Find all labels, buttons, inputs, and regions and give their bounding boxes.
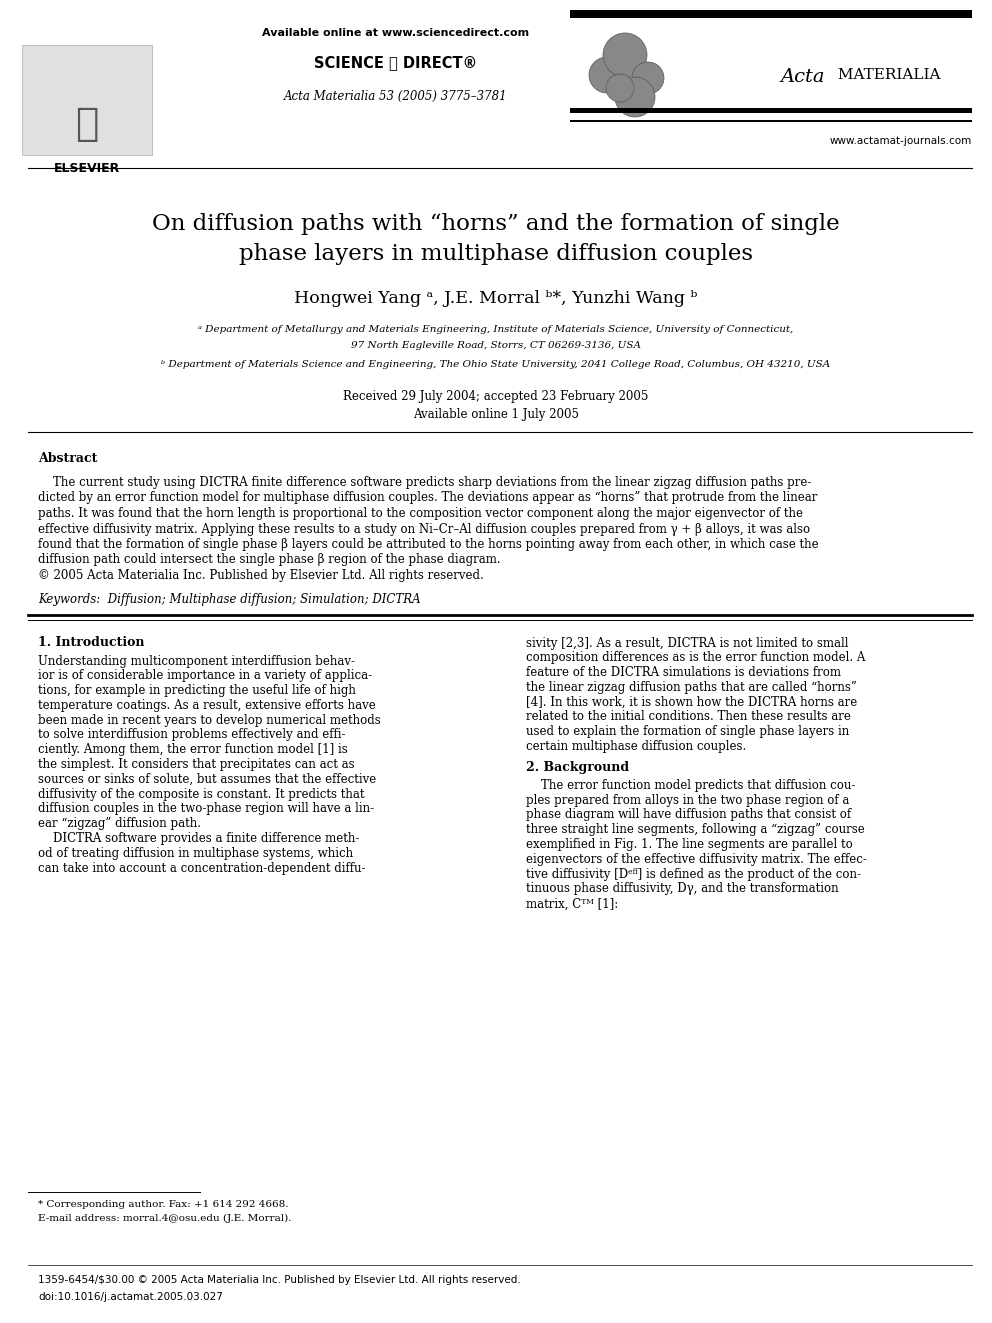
Text: eigenvectors of the effective diffusivity matrix. The effec-: eigenvectors of the effective diffusivit… — [526, 853, 867, 865]
Text: matrix, Cᵀᴹ [1]:: matrix, Cᵀᴹ [1]: — [526, 897, 618, 910]
Text: © 2005 Acta Materialia Inc. Published by Elsevier Ltd. All rights reserved.: © 2005 Acta Materialia Inc. Published by… — [38, 569, 484, 582]
Text: DICTRA software provides a finite difference meth-: DICTRA software provides a finite differ… — [38, 832, 359, 845]
Text: 🌳: 🌳 — [75, 105, 98, 143]
Bar — [570, 120, 972, 122]
Text: effective diffusivity matrix. Applying these results to a study on Ni–Cr–Al diff: effective diffusivity matrix. Applying t… — [38, 523, 810, 536]
Text: tinuous phase diffusivity, Dγ, and the transformation: tinuous phase diffusivity, Dγ, and the t… — [526, 882, 838, 896]
Circle shape — [603, 33, 647, 77]
Circle shape — [589, 57, 625, 93]
Bar — [570, 108, 972, 112]
Text: paths. It was found that the horn length is proportional to the composition vect: paths. It was found that the horn length… — [38, 507, 803, 520]
Text: sivity [2,3]. As a result, DICTRA is not limited to small: sivity [2,3]. As a result, DICTRA is not… — [526, 636, 848, 650]
Text: ᵃ Department of Metallurgy and Materials Engineering, Institute of Materials Sci: ᵃ Department of Metallurgy and Materials… — [198, 325, 794, 333]
Text: od of treating diffusion in multiphase systems, which: od of treating diffusion in multiphase s… — [38, 847, 353, 860]
Text: ciently. Among them, the error function model [1] is: ciently. Among them, the error function … — [38, 744, 348, 757]
Text: 1. Introduction: 1. Introduction — [38, 636, 145, 650]
Text: Available online 1 July 2005: Available online 1 July 2005 — [413, 407, 579, 421]
Text: certain multiphase diffusion couples.: certain multiphase diffusion couples. — [526, 740, 746, 753]
Text: E-mail address: morral.4@osu.edu (J.E. Morral).: E-mail address: morral.4@osu.edu (J.E. M… — [38, 1215, 292, 1224]
Text: diffusion path could intersect the single phase β region of the phase diagram.: diffusion path could intersect the singl… — [38, 553, 501, 566]
Text: ear “zigzag” diffusion path.: ear “zigzag” diffusion path. — [38, 818, 201, 831]
Text: The error function model predicts that diffusion cou-: The error function model predicts that d… — [526, 779, 855, 792]
Text: Available online at www.sciencedirect.com: Available online at www.sciencedirect.co… — [263, 28, 530, 38]
Text: ELSEVIER: ELSEVIER — [54, 161, 120, 175]
Text: been made in recent years to develop numerical methods: been made in recent years to develop num… — [38, 713, 381, 726]
Text: phase layers in multiphase diffusion couples: phase layers in multiphase diffusion cou… — [239, 243, 753, 265]
Text: [4]. In this work, it is shown how the DICTRA horns are: [4]. In this work, it is shown how the D… — [526, 696, 857, 709]
Text: 97 North Eagleville Road, Storrs, CT 06269-3136, USA: 97 North Eagleville Road, Storrs, CT 062… — [351, 341, 641, 351]
Text: diffusivity of the composite is constant. It predicts that: diffusivity of the composite is constant… — [38, 787, 364, 800]
Circle shape — [615, 77, 655, 116]
Text: feature of the DICTRA simulations is deviations from: feature of the DICTRA simulations is dev… — [526, 665, 841, 679]
Text: composition differences as is the error function model. A: composition differences as is the error … — [526, 651, 865, 664]
Text: found that the formation of single phase β layers could be attributed to the hor: found that the formation of single phase… — [38, 538, 818, 550]
Text: Hongwei Yang ᵃ, J.E. Morral ᵇ*, Yunzhi Wang ᵇ: Hongwei Yang ᵃ, J.E. Morral ᵇ*, Yunzhi W… — [295, 290, 697, 307]
Bar — [22, 45, 152, 155]
Text: MATERIALIA: MATERIALIA — [833, 67, 940, 82]
Text: sources or sinks of solute, but assumes that the effective: sources or sinks of solute, but assumes … — [38, 773, 376, 786]
Circle shape — [606, 74, 634, 102]
Text: the simplest. It considers that precipitates can act as: the simplest. It considers that precipit… — [38, 758, 354, 771]
Text: the linear zigzag diffusion paths that are called “horns”: the linear zigzag diffusion paths that a… — [526, 681, 857, 693]
Text: phase diagram will have diffusion paths that consist of: phase diagram will have diffusion paths … — [526, 808, 851, 822]
Text: Acta Materialia 53 (2005) 3775–3781: Acta Materialia 53 (2005) 3775–3781 — [284, 90, 508, 103]
Bar — [570, 11, 972, 19]
Text: ior is of considerable importance in a variety of applica-: ior is of considerable importance in a v… — [38, 669, 372, 683]
Text: used to explain the formation of single phase layers in: used to explain the formation of single … — [526, 725, 849, 738]
Text: to solve interdiffusion problems effectively and effi-: to solve interdiffusion problems effecti… — [38, 729, 345, 741]
Text: tions, for example in predicting the useful life of high: tions, for example in predicting the use… — [38, 684, 356, 697]
Text: ᵇ Department of Materials Science and Engineering, The Ohio State University, 20: ᵇ Department of Materials Science and En… — [162, 360, 830, 369]
Text: On diffusion paths with “horns” and the formation of single: On diffusion paths with “horns” and the … — [152, 213, 840, 235]
Text: ples prepared from alloys in the two phase region of a: ples prepared from alloys in the two pha… — [526, 794, 849, 807]
Text: The current study using DICTRA finite difference software predicts sharp deviati: The current study using DICTRA finite di… — [38, 476, 811, 490]
Text: Acta: Acta — [780, 67, 824, 86]
Text: exemplified in Fig. 1. The line segments are parallel to: exemplified in Fig. 1. The line segments… — [526, 837, 853, 851]
Text: Keywords:  Diffusion; Multiphase diffusion; Simulation; DICTRA: Keywords: Diffusion; Multiphase diffusio… — [38, 593, 421, 606]
Text: related to the initial conditions. Then these results are: related to the initial conditions. Then … — [526, 710, 851, 724]
Text: 2. Background: 2. Background — [526, 761, 629, 774]
Text: can take into account a concentration-dependent diffu-: can take into account a concentration-de… — [38, 861, 365, 875]
Text: Received 29 July 2004; accepted 23 February 2005: Received 29 July 2004; accepted 23 Febru… — [343, 390, 649, 404]
Text: temperature coatings. As a result, extensive efforts have: temperature coatings. As a result, exten… — [38, 699, 376, 712]
Text: SCIENCE ⓓ DIRECT®: SCIENCE ⓓ DIRECT® — [314, 56, 477, 70]
Text: * Corresponding author. Fax: +1 614 292 4668.: * Corresponding author. Fax: +1 614 292 … — [38, 1200, 289, 1209]
Text: three straight line segments, following a “zigzag” course: three straight line segments, following … — [526, 823, 865, 836]
Text: diffusion couples in the two-phase region will have a lin-: diffusion couples in the two-phase regio… — [38, 803, 374, 815]
Text: dicted by an error function model for multiphase diffusion couples. The deviatio: dicted by an error function model for mu… — [38, 492, 817, 504]
Text: Understanding multicomponent interdiffusion behav-: Understanding multicomponent interdiffus… — [38, 655, 355, 668]
Text: tive diffusivity [Dᵉᶠᶠ] is defined as the product of the con-: tive diffusivity [Dᵉᶠᶠ] is defined as th… — [526, 868, 861, 881]
Text: 1359-6454/$30.00 © 2005 Acta Materialia Inc. Published by Elsevier Ltd. All righ: 1359-6454/$30.00 © 2005 Acta Materialia … — [38, 1275, 521, 1285]
Text: Abstract: Abstract — [38, 452, 97, 464]
Text: www.actamat-journals.com: www.actamat-journals.com — [829, 136, 972, 146]
Text: doi:10.1016/j.actamat.2005.03.027: doi:10.1016/j.actamat.2005.03.027 — [38, 1293, 223, 1302]
Circle shape — [632, 62, 664, 94]
